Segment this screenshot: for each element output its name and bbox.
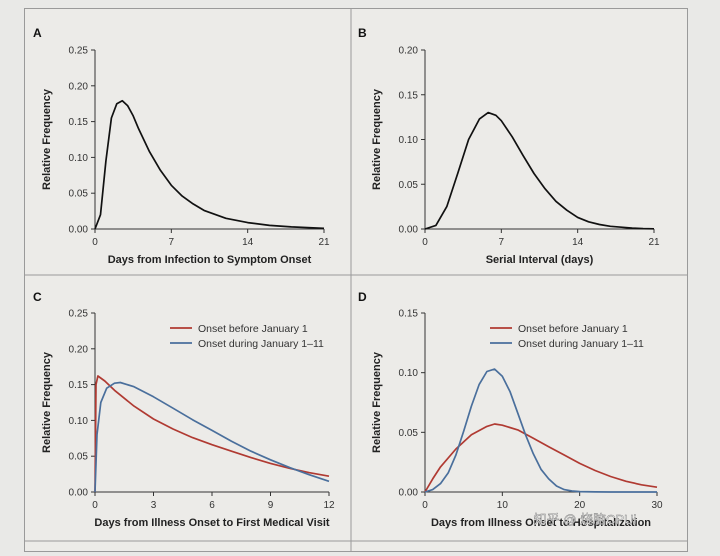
panel-c-x-tick-label: 9 (268, 500, 274, 511)
panel-b-y-tick-label: 0.05 (399, 180, 419, 191)
panel-b-x-tick-label: 0 (422, 237, 428, 248)
panel-c-y-tick-label: 0.20 (69, 344, 89, 355)
panel-b-series-line-1 (424, 111, 655, 230)
panel-d-series-line-2 (424, 368, 657, 493)
panel-b-x-tick-label: 7 (499, 237, 505, 248)
panel-a-y-tick-label: 0.00 (69, 225, 89, 236)
panel-b-y-tick-label: 0.00 (399, 225, 419, 236)
panel-c-letter: C (33, 290, 42, 304)
panel-d-legend-label: Onset before January 1 (518, 323, 628, 335)
panel-c-series-line-1 (94, 375, 330, 493)
panel-b-x-axis-title: Serial Interval (days) (486, 254, 594, 266)
panel-c-x-tick-label: 0 (92, 500, 98, 511)
panel-b-y-tick-label: 0.15 (399, 90, 419, 101)
panel-d-y-axis-title: Relative Frequency (371, 351, 383, 453)
panel-d-x-axis-title: Days from Illness Onset to Hospitalizati… (431, 517, 651, 529)
panel-a-y-axis-title: Relative Frequency (41, 88, 53, 190)
panel-d-x-tick-label: 20 (574, 500, 586, 511)
figure: A 0.00 0.05 0.10 0.15 0.20 0.25 0 7 14 21 Days from… (24, 8, 688, 552)
panel-b-y-tick-label: 0.20 (399, 46, 419, 57)
panel-a-series-line-1 (94, 99, 325, 230)
panel-c-y-tick-label: 0.25 (69, 309, 89, 320)
figure-canvas: A 0.00 0.05 0.10 0.15 0.20 0.25 0 7 14 21 Days from… (25, 9, 687, 551)
panel-c-x-tick-label: 6 (209, 500, 215, 511)
panel-a-y-tick-label: 0.15 (69, 117, 89, 128)
panel-b-x-tick-label: 21 (648, 237, 660, 248)
panel-c-legend-label: Onset during January 1–11 (198, 338, 324, 350)
panel-d-legend-label: Onset during January 1–11 (518, 338, 644, 350)
panel-a-x-tick-label: 14 (242, 237, 254, 248)
panel-a-y-tick-label: 0.05 (69, 189, 89, 200)
panel-b-x-tick-label: 14 (572, 237, 584, 248)
panel-c-series-line-2 (94, 381, 330, 493)
panel-c-x-tick-label: 12 (323, 500, 335, 511)
panel-d-series-line-1 (424, 423, 658, 493)
panel-b-y-axis-title: Relative Frequency (371, 88, 383, 190)
panel-b-y-tick-label: 0.10 (399, 135, 419, 146)
panel-c-y-axis-title: Relative Frequency (41, 351, 53, 453)
panel-c-y-tick-label: 0.00 (69, 488, 89, 499)
panel-a-y-tick-label: 0.20 (69, 81, 89, 92)
panel-c-x-tick-label: 3 (151, 500, 157, 511)
panel-c-x-axis-title: Days from Illness Onset to First Medical… (94, 517, 329, 529)
panel-d-x-tick-label: 30 (651, 500, 663, 511)
panel-b-letter: B (358, 26, 367, 40)
panel-a-y-tick-label: 0.25 (69, 46, 89, 57)
panel-a-y-tick-label: 0.10 (69, 153, 89, 164)
panel-d-letter: D (358, 290, 367, 304)
panel-c-y-tick-label: 0.05 (69, 452, 89, 463)
panel-c-legend-label: Onset before January 1 (198, 323, 308, 335)
panel-d-y-tick-label: 0.15 (399, 309, 419, 320)
panel-d-x-tick-label: 0 (422, 500, 428, 511)
panel-c-y-tick-label: 0.15 (69, 380, 89, 391)
panel-c-y-tick-label: 0.10 (69, 416, 89, 427)
panel-a-x-tick-label: 7 (169, 237, 175, 248)
watermark-text: 知乎 @ 烧脑CPUi (534, 512, 637, 527)
panel-a-x-tick-label: 21 (318, 237, 330, 248)
panel-a-x-tick-label: 0 (92, 237, 98, 248)
panel-a-letter: A (33, 26, 42, 40)
panel-d-x-tick-label: 10 (497, 500, 509, 511)
panel-d-y-tick-label: 0.05 (399, 428, 419, 439)
panel-d-y-tick-label: 0.00 (399, 488, 419, 499)
panel-a-x-axis-title: Days from Infection to Symptom Onset (108, 254, 312, 266)
panel-d-y-tick-label: 0.10 (399, 368, 419, 379)
